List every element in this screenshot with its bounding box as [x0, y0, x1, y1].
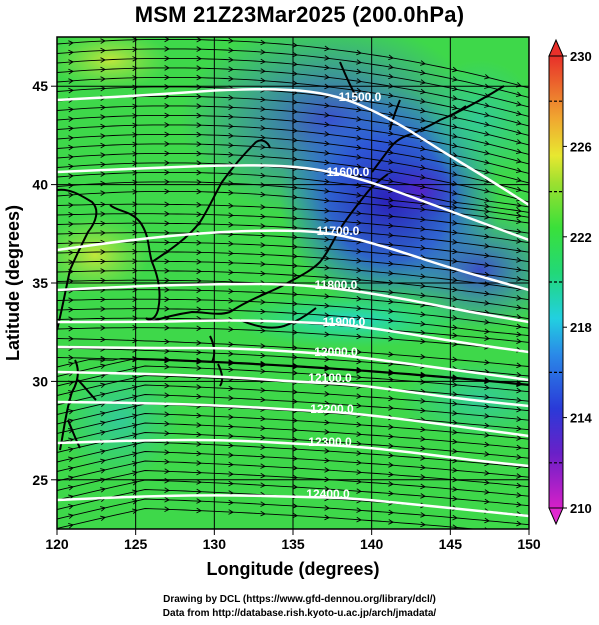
streamline-arrow: [516, 531, 521, 536]
contour-line: [57, 319, 529, 354]
contour-label: 12000.0: [314, 345, 358, 359]
y-axis: 25 30 35 40 45: [32, 78, 57, 488]
x-tick-label: 135: [281, 536, 305, 552]
x-tick-label: 140: [360, 536, 384, 552]
y-tick-label: 40: [32, 177, 48, 193]
page-title: MSM 21Z23Mar2025 (200.0hPa): [134, 2, 465, 27]
contour-line: [57, 400, 529, 438]
contour-label: 12100.0: [308, 371, 352, 385]
contour-label: 12300.0: [308, 435, 352, 449]
colorbar-tick-label: 222: [570, 230, 592, 245]
x-axis: 120 125 130 135 140 145 150: [45, 529, 541, 552]
y-axis-label: Latitude (degrees): [3, 205, 23, 361]
colorbar-tick-label: 218: [570, 320, 592, 335]
x-axis-label: Longitude (degrees): [206, 559, 379, 579]
contour-label: 11800.0: [315, 278, 358, 292]
contour-label: 11500.0: [339, 90, 382, 104]
contour-line: [57, 282, 529, 324]
contour-line: [57, 345, 529, 382]
colorbar-min-arrow: [548, 507, 564, 526]
contour-label: 11700.0: [317, 224, 360, 238]
coastlines: [57, 61, 505, 451]
contour-label: 11900.0: [323, 315, 366, 329]
contour-label: 12400.0: [306, 487, 350, 501]
colorbar-tick-label: 230: [570, 49, 592, 64]
y-tick-label: 25: [32, 472, 48, 488]
contour-line: [57, 88, 529, 207]
y-tick-label: 35: [32, 275, 48, 291]
colorbar: 210 214 218 222 226 230: [548, 38, 592, 526]
x-tick-label: 120: [45, 536, 69, 552]
height-contours: 11500.0 11600.0 11700.0 11800.0 11900.0 12000…: [57, 88, 529, 518]
colorbar-tick-label: 210: [570, 501, 592, 516]
contour-line: [57, 164, 529, 242]
x-tick-label: 145: [439, 536, 463, 552]
contour-label: 12200.0: [310, 402, 354, 416]
y-tick-label: 30: [32, 373, 48, 389]
credit-data-source: Data from http://database.rish.kyoto-u.a…: [162, 608, 437, 619]
colorbar-max-arrow: [548, 38, 564, 57]
x-tick-label: 150: [517, 536, 541, 552]
x-tick-label: 130: [203, 536, 227, 552]
colorbar-tick-label: 226: [570, 139, 592, 154]
y-tick-label: 45: [32, 78, 48, 94]
contour-line: [57, 438, 529, 468]
credit-drawing: Drawing by DCL (https://www.gfd-dennou.o…: [163, 594, 436, 605]
colorbar-tick-label: 214: [570, 411, 592, 426]
contour-label: 11600.0: [327, 165, 370, 179]
contour-line: [57, 370, 529, 408]
contour-line: [57, 494, 529, 518]
x-tick-label: 125: [124, 536, 148, 552]
contour-line: [57, 229, 529, 292]
